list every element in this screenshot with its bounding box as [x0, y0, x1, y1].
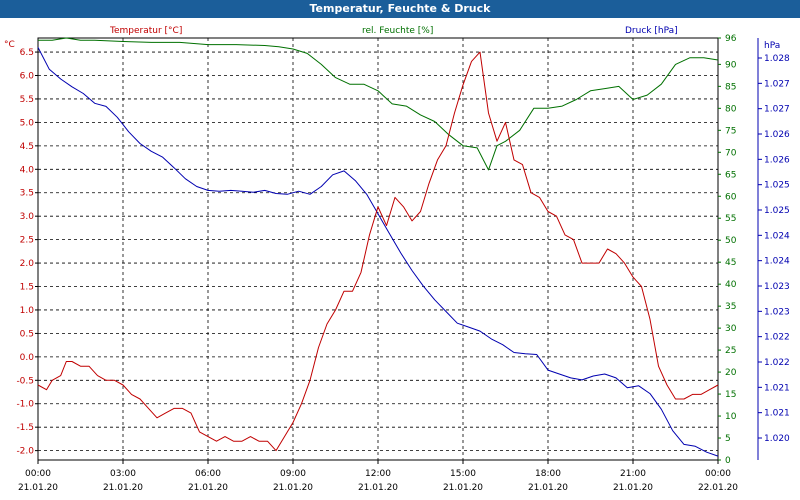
pressure-tick-label: 1.025: [764, 181, 790, 191]
left-tick-label: 3.0: [20, 212, 35, 222]
pressure-tick-label: 1.024: [764, 257, 790, 267]
left-tick-label: 6.0: [20, 72, 35, 82]
x-tick-time: 12:00: [365, 469, 391, 479]
left-tick-label: 0.0: [20, 353, 35, 363]
x-tick-date: 21.01.20: [18, 483, 58, 493]
humidity-tick-label: 50: [725, 236, 737, 246]
humidity-tick-label: 10: [725, 412, 737, 422]
x-tick-date: 21.01.20: [443, 483, 483, 493]
x-tick-time: 18:00: [535, 469, 561, 479]
pressure-axis-unit: hPa: [764, 41, 780, 51]
humidity-tick-label: 40: [725, 280, 737, 290]
x-tick-date: 21.01.20: [528, 483, 568, 493]
left-tick-label: 1.5: [20, 283, 34, 293]
left-tick-label: 4.5: [20, 142, 34, 152]
legend-temperature: Temperatur [°C]: [109, 26, 182, 36]
x-tick-date: 21.01.20: [613, 483, 653, 493]
humidity-tick-label: 80: [725, 104, 737, 114]
humidity-tick-label: 65: [725, 170, 736, 180]
series-group: [37, 37, 719, 457]
pressure-tick-label: 1.021: [764, 383, 790, 393]
left-tick-label: 3.5: [20, 189, 34, 199]
left-tick-label: 6.5: [20, 48, 34, 58]
humidity-tick-label: 35: [725, 302, 736, 312]
x-tick-time: 00:00: [25, 469, 51, 479]
legend-pressure: Druck [hPa]: [625, 26, 678, 36]
left-tick-label: 1.0: [20, 306, 35, 316]
humidity-tick-label: 30: [725, 324, 737, 334]
left-tick-label: -2.0: [16, 447, 34, 457]
humidity-tick-label: 85: [725, 82, 736, 92]
humidity-tick-label: 0: [725, 456, 731, 466]
temperature-line: [37, 51, 719, 452]
x-tick-time: 09:00: [280, 469, 306, 479]
left-axis-unit: °C: [4, 40, 15, 50]
humidity-tick-label: 60: [725, 192, 737, 202]
humidity-tick-label: 70: [725, 148, 737, 158]
x-tick-time: 06:00: [195, 469, 221, 479]
humidity-tick-label: 96: [725, 34, 737, 44]
pressure-tick-label: 1.022: [764, 358, 790, 368]
left-axis-ticks: 6.5 6.0 5.5 5.0 4.5 4.0 3.5 3.0 2.5 2.0 1.5 1.0 0.5 0…: [16, 48, 38, 457]
x-tick-time: 03:00: [110, 469, 136, 479]
humidity-tick-label: 15: [725, 390, 736, 400]
pressure-tick-label: 1.025: [764, 206, 790, 216]
pressure-tick-label: 1.027: [764, 79, 790, 89]
humidity-tick-label: 55: [725, 214, 736, 224]
grid: [38, 38, 718, 460]
left-tick-label: 4.0: [20, 165, 35, 175]
left-tick-label: 2.5: [20, 236, 34, 246]
left-tick-label: -1.5: [16, 423, 34, 433]
humidity-line: [38, 37, 719, 171]
pressure-line: [37, 47, 719, 457]
pressure-tick-label: 1.020: [764, 434, 790, 444]
pressure-tick-label: 1.027: [764, 105, 790, 115]
x-tick-date: 21.01.20: [358, 483, 398, 493]
left-tick-label: -1.0: [16, 400, 34, 410]
pressure-axis-ticks: 1.028 1.027 1.027 1.026 1.026 1.025 1.025 1.024…: [757, 38, 790, 460]
x-axis-ticks: 00:00 21.01.20 03:00 21.01.20 06:00 21.01.20 0…: [18, 460, 738, 493]
x-tick-date: 21.01.20: [273, 483, 313, 493]
left-tick-label: 2.0: [20, 259, 35, 269]
humidity-tick-label: 25: [725, 346, 736, 356]
left-tick-label: -0.5: [16, 376, 34, 386]
humidity-tick-label: 45: [725, 258, 736, 268]
pressure-tick-label: 1.024: [764, 231, 790, 241]
pressure-tick-label: 1.026: [764, 130, 790, 140]
legend-humidity: rel. Feuchte [%]: [362, 26, 433, 36]
left-tick-label: 0.5: [20, 329, 34, 339]
left-tick-label: 5.5: [20, 95, 34, 105]
pressure-tick-label: 1.022: [764, 333, 790, 343]
humidity-tick-label: 75: [725, 126, 736, 136]
left-tick-label: 5.0: [20, 118, 35, 128]
pressure-tick-label: 1.021: [764, 409, 790, 419]
humidity-tick-label: 5: [725, 434, 731, 444]
pressure-tick-label: 1.026: [764, 155, 790, 165]
x-tick-time: 00:00: [705, 469, 731, 479]
x-tick-date: 22.01.20: [698, 483, 738, 493]
x-tick-date: 21.01.20: [188, 483, 228, 493]
pressure-tick-label: 1.023: [764, 282, 790, 292]
x-tick-date: 21.01.20: [103, 483, 143, 493]
x-tick-time: 15:00: [450, 469, 476, 479]
chart-title: Temperatur, Feuchte & Druck: [0, 0, 800, 18]
x-tick-time: 21:00: [620, 469, 646, 479]
humidity-tick-label: 20: [725, 368, 737, 378]
pressure-tick-label: 1.028: [764, 54, 790, 64]
humidity-tick-label: 90: [725, 60, 737, 70]
pressure-tick-label: 1.023: [764, 307, 790, 317]
